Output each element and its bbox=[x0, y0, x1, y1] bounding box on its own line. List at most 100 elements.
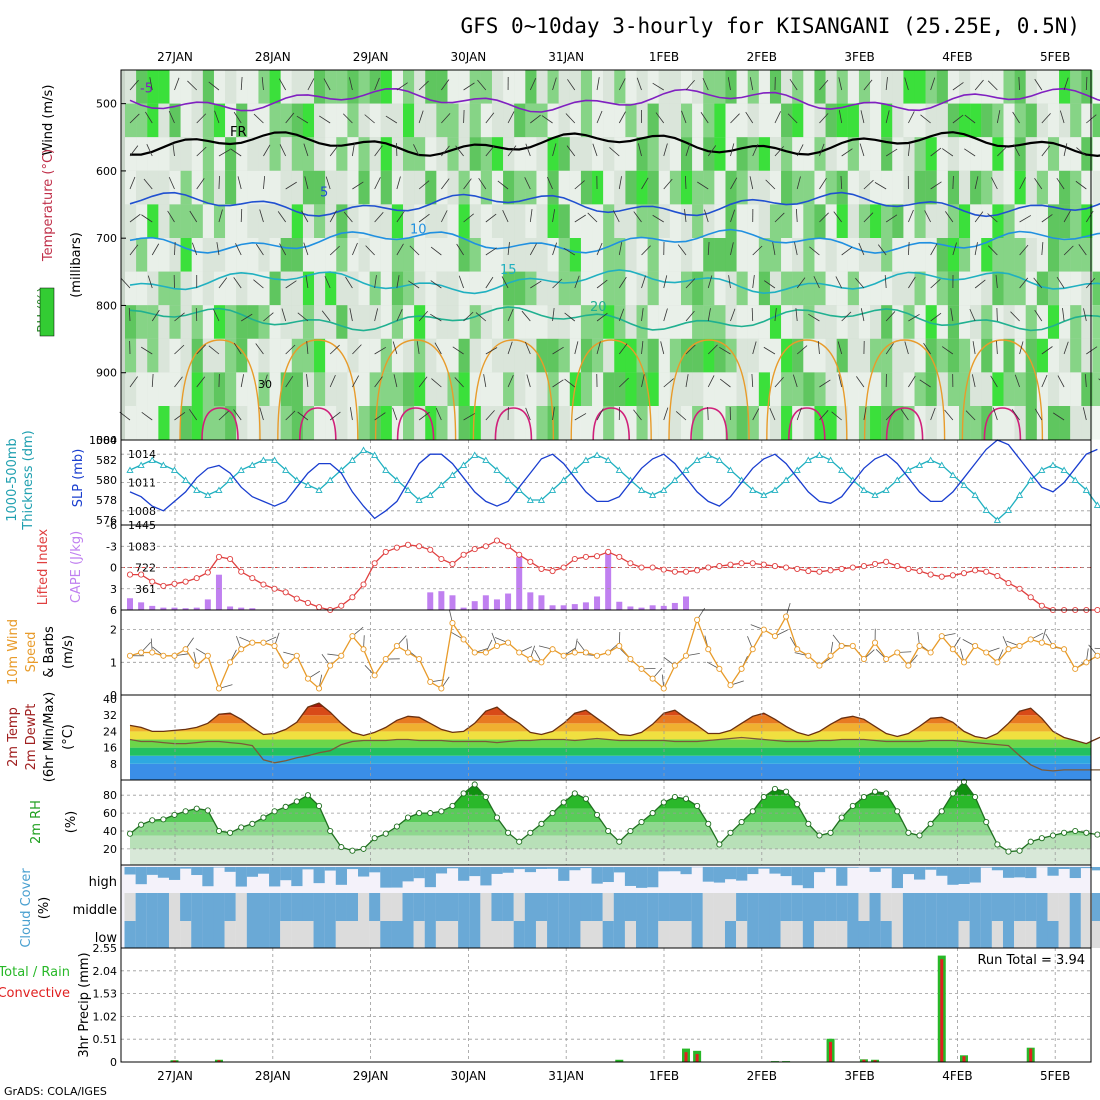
wind-barb bbox=[1063, 77, 1069, 91]
tick-label: 0 bbox=[110, 562, 117, 575]
rh-line-point bbox=[360, 845, 367, 852]
rh-cell bbox=[169, 338, 181, 373]
cape-bar bbox=[505, 593, 512, 610]
cloud-low bbox=[135, 921, 147, 948]
rh-cell bbox=[603, 372, 615, 406]
wind-barb bbox=[463, 311, 474, 322]
wind-barb bbox=[633, 409, 642, 421]
date-label-top: 3FEB bbox=[844, 50, 874, 64]
rh-cell bbox=[792, 338, 804, 373]
cloud-low bbox=[547, 921, 559, 948]
wind-speed-line-point bbox=[538, 659, 545, 666]
wind-barb bbox=[507, 145, 517, 157]
rh-cell bbox=[892, 204, 904, 238]
cloud-middle bbox=[1036, 893, 1048, 921]
wind-barb bbox=[841, 148, 853, 157]
rh-cell bbox=[647, 137, 659, 171]
rh-cell bbox=[769, 70, 782, 104]
lifted-line-point bbox=[516, 551, 523, 558]
wind-barb bbox=[1011, 409, 1020, 421]
rh-cell bbox=[1081, 305, 1093, 339]
rh-cell bbox=[247, 103, 259, 138]
wind-barb bbox=[885, 148, 898, 157]
wind-barb bbox=[296, 115, 309, 124]
wind-speed-line-point bbox=[738, 665, 745, 672]
rh-cell bbox=[302, 271, 315, 306]
rh-cell bbox=[391, 305, 404, 339]
wind-speed-line-point bbox=[994, 659, 1001, 666]
wind-barb bbox=[663, 378, 674, 388]
axis-label-thickness-1: 1000-500mb bbox=[5, 438, 20, 522]
wind-speed-line-point bbox=[949, 646, 956, 653]
rh-cell bbox=[236, 372, 248, 406]
cloud-middle bbox=[825, 893, 837, 921]
wind-barb bbox=[663, 143, 668, 157]
rh-cell bbox=[836, 137, 848, 171]
wind-barb bbox=[218, 175, 220, 190]
rh-cell bbox=[325, 170, 337, 205]
wind-speed-line-point bbox=[382, 655, 389, 663]
rh-cell bbox=[1036, 372, 1049, 406]
rh-cell bbox=[736, 204, 748, 238]
cloud-high bbox=[1058, 867, 1070, 869]
rh-cell bbox=[847, 103, 859, 138]
rh-cell bbox=[213, 406, 226, 440]
rh-cell bbox=[959, 204, 971, 238]
cloud-low bbox=[1014, 921, 1026, 948]
rh-cell bbox=[836, 305, 848, 339]
rh-cell bbox=[847, 170, 859, 205]
rh-line-point bbox=[593, 811, 601, 818]
rh-line-point bbox=[571, 790, 578, 797]
rh-cell bbox=[959, 137, 971, 171]
rh-cell bbox=[447, 204, 459, 238]
tick-label: 2 bbox=[110, 624, 117, 637]
wind-barb bbox=[174, 77, 180, 91]
rh-cell bbox=[814, 238, 826, 272]
isotherm bbox=[130, 131, 1100, 158]
wind-barb bbox=[971, 374, 976, 388]
rh-line-point bbox=[371, 835, 378, 842]
rh-cell bbox=[314, 137, 326, 171]
rh-cell bbox=[503, 238, 515, 272]
wind-barb bbox=[374, 308, 379, 322]
wind-barb bbox=[507, 111, 515, 124]
rh-cell bbox=[947, 305, 960, 339]
rh-cell bbox=[569, 103, 581, 138]
wind-barb bbox=[663, 178, 673, 190]
rh-cell bbox=[136, 372, 148, 406]
rh-cell bbox=[1014, 338, 1026, 373]
rh-cell bbox=[247, 170, 259, 205]
wind-barb bbox=[794, 242, 798, 256]
rh-cell bbox=[1003, 238, 1015, 272]
thickness-line-point bbox=[137, 461, 145, 468]
cloud-low bbox=[758, 921, 770, 948]
rh-cell bbox=[391, 372, 404, 406]
rh-cell bbox=[936, 204, 948, 238]
wind-speed-line-point bbox=[549, 646, 556, 653]
rh-cell bbox=[1003, 271, 1015, 306]
wind-barb bbox=[675, 411, 687, 421]
rh-cell bbox=[847, 372, 859, 406]
wind-barb bbox=[196, 146, 207, 157]
cloud-middle bbox=[324, 893, 336, 921]
rh-cell bbox=[669, 305, 682, 339]
cloud-high bbox=[791, 867, 803, 886]
cloud-middle bbox=[146, 893, 158, 921]
wind-barb bbox=[463, 82, 475, 91]
rh-cell bbox=[603, 170, 615, 205]
cloud-high bbox=[624, 867, 637, 886]
axis-label-wind-3: & Barbs bbox=[42, 626, 57, 678]
wind-barb bbox=[637, 143, 642, 157]
rh-cell bbox=[147, 103, 159, 138]
cape-bar bbox=[482, 595, 489, 610]
rh-cell bbox=[603, 338, 615, 373]
rh-cell bbox=[347, 70, 359, 104]
rh-line-point bbox=[527, 829, 534, 836]
rh-cell bbox=[625, 406, 637, 440]
wind-speed-line-point bbox=[983, 649, 990, 656]
rh-cell bbox=[758, 338, 771, 373]
rh-cell bbox=[736, 338, 748, 373]
wind-barb bbox=[908, 209, 914, 223]
wind-barb bbox=[860, 110, 865, 124]
cloud-middle bbox=[435, 893, 448, 921]
